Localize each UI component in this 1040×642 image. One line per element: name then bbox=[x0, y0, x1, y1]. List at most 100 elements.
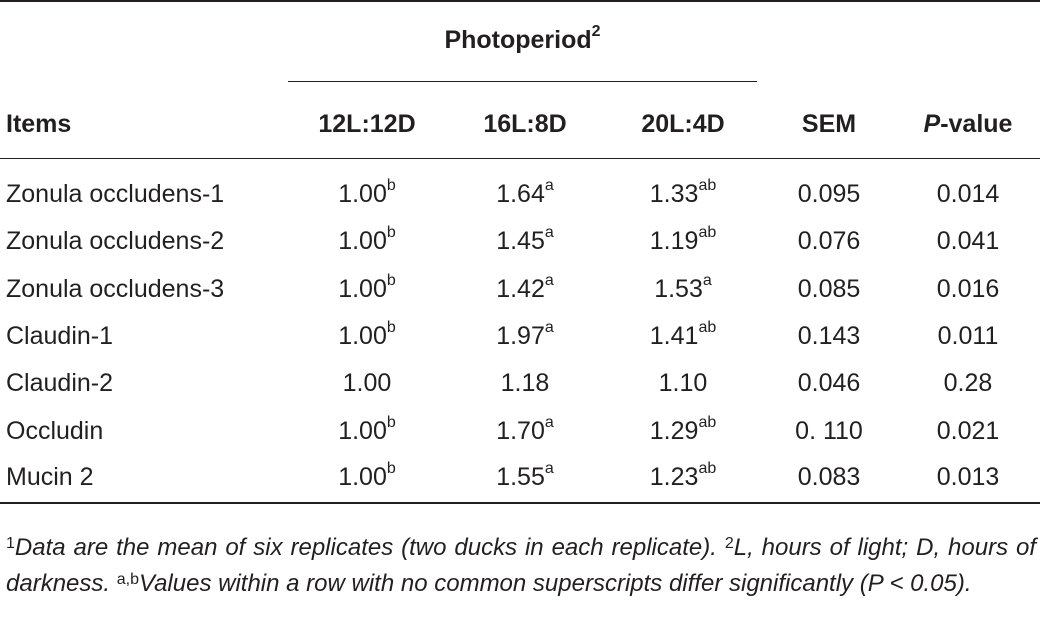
p-italic: P bbox=[923, 110, 941, 138]
cell-p-value: 0.021 bbox=[936, 417, 1000, 445]
cell-20l4d: 1.53a bbox=[604, 272, 762, 304]
cell-superscript: a bbox=[544, 414, 554, 431]
cell-sem: 0.085 bbox=[797, 275, 861, 303]
cell-value: 1.29 bbox=[649, 417, 699, 445]
photoperiod-group-header: Photoperiod2 bbox=[288, 23, 757, 55]
cell-superscript: ab bbox=[698, 224, 717, 241]
cell-superscript: b bbox=[386, 319, 396, 336]
column-header-items: Items bbox=[6, 110, 72, 138]
cell-value: 1.00 bbox=[338, 180, 387, 208]
table-row: Zonula occludens-1 1.00b 1.64a 1.33ab 0.… bbox=[0, 177, 1040, 226]
cell-value: 1.18 bbox=[500, 369, 550, 397]
cell-p-value: 0.013 bbox=[936, 463, 1000, 491]
cell-value: 1.00 bbox=[338, 275, 387, 303]
table-row: Mucin 2 1.00b 1.55a 1.23ab 0.083 0.013 bbox=[0, 460, 1040, 509]
cell-12l12d: 1.00b bbox=[288, 319, 446, 351]
cell-value: 1.10 bbox=[658, 369, 708, 397]
row-label: Zonula occludens-1 bbox=[6, 180, 225, 208]
row-label: Zonula occludens-3 bbox=[6, 275, 225, 303]
cell-value: 1.00 bbox=[338, 463, 387, 491]
cell-superscript: b bbox=[386, 272, 396, 289]
cell-16l8d: 1.64a bbox=[446, 177, 604, 209]
row-label: Occludin bbox=[6, 417, 104, 445]
cell-superscript: a bbox=[544, 272, 554, 289]
cell-16l8d: 1.18 bbox=[446, 369, 604, 398]
table-row: Claudin-1 1.00b 1.97a 1.41ab 0.143 0.011 bbox=[0, 319, 1040, 368]
cell-20l4d: 1.19ab bbox=[604, 224, 762, 256]
cell-p-value: 0.014 bbox=[936, 180, 1000, 208]
cell-16l8d: 1.45a bbox=[446, 224, 604, 256]
cell-value: 1.00 bbox=[338, 322, 387, 350]
table-row: Claudin-2 1.00 1.18 1.10 0.046 0.28 bbox=[0, 369, 1040, 415]
cell-value: 1.00 bbox=[342, 369, 392, 397]
row-label: Claudin-1 bbox=[6, 322, 114, 350]
cell-value: 1.00 bbox=[338, 227, 387, 255]
cell-value: 1.42 bbox=[496, 275, 545, 303]
cell-12l12d: 1.00 bbox=[288, 369, 446, 398]
group-header-rule bbox=[288, 81, 757, 82]
cell-superscript: ab bbox=[698, 460, 717, 477]
table-row: Zonula occludens-3 1.00b 1.42a 1.53a 0.0… bbox=[0, 272, 1040, 321]
table-row: Zonula occludens-2 1.00b 1.45a 1.19ab 0.… bbox=[0, 224, 1040, 273]
cell-sem: 0.143 bbox=[797, 322, 861, 350]
cell-superscript: a bbox=[702, 272, 712, 289]
header-rule bbox=[0, 158, 1040, 159]
footnote-marker-3: a,b bbox=[116, 571, 139, 588]
cell-20l4d: 1.33ab bbox=[604, 177, 762, 209]
table-row: Occludin 1.00b 1.70a 1.29ab 0. 110 0.021 bbox=[0, 414, 1040, 463]
row-label: Mucin 2 bbox=[6, 463, 94, 491]
cell-20l4d: 1.10 bbox=[604, 369, 762, 398]
cell-p-value: 0.011 bbox=[937, 322, 999, 350]
cell-16l8d: 1.70a bbox=[446, 414, 604, 446]
group-header-label: Photoperiod bbox=[444, 26, 592, 54]
cell-20l4d: 1.41ab bbox=[604, 319, 762, 351]
cell-sem: 0. 110 bbox=[795, 417, 863, 445]
cell-superscript: a bbox=[544, 319, 554, 336]
row-label: Claudin-2 bbox=[6, 369, 114, 397]
cell-value: 1.23 bbox=[649, 463, 699, 491]
footnote-marker-2: 2 bbox=[724, 535, 734, 552]
cell-p-value: 0.28 bbox=[943, 369, 993, 397]
cell-p-value: 0.016 bbox=[936, 275, 1000, 303]
cell-p-value: 0.041 bbox=[936, 227, 1000, 255]
cell-value: 1.53 bbox=[654, 275, 703, 303]
cell-16l8d: 1.55a bbox=[446, 460, 604, 492]
cell-20l4d: 1.29ab bbox=[604, 414, 762, 446]
cell-sem: 0.083 bbox=[797, 463, 861, 491]
cell-value: 1.70 bbox=[496, 417, 545, 445]
cell-12l12d: 1.00b bbox=[288, 177, 446, 209]
cell-superscript: a bbox=[544, 224, 554, 241]
row-label: Zonula occludens-2 bbox=[6, 227, 225, 255]
cell-superscript: a bbox=[544, 177, 554, 194]
cell-value: 1.64 bbox=[496, 180, 545, 208]
column-header-16l8d: 16L:8D bbox=[483, 110, 567, 138]
table-top-rule bbox=[0, 0, 1040, 2]
cell-20l4d: 1.23ab bbox=[604, 460, 762, 492]
cell-value: 1.97 bbox=[496, 322, 545, 350]
column-header-sem: SEM bbox=[801, 110, 857, 138]
cell-16l8d: 1.97a bbox=[446, 319, 604, 351]
column-header-p-value: P-value bbox=[896, 110, 1040, 139]
cell-superscript: ab bbox=[698, 414, 717, 431]
cell-superscript: b bbox=[386, 414, 396, 431]
column-header-20l4d: 20L:4D bbox=[641, 110, 725, 138]
cell-12l12d: 1.00b bbox=[288, 460, 446, 492]
cell-value: 1.55 bbox=[496, 463, 545, 491]
footnote-text-2: L, hours of light; D, hours of darkness. bbox=[6, 534, 1036, 597]
cell-superscript: a bbox=[544, 460, 554, 477]
table-footnote: 1Data are the mean of six replicates (tw… bbox=[6, 530, 1036, 602]
cell-value: 1.00 bbox=[338, 417, 387, 445]
cell-superscript: ab bbox=[698, 319, 717, 336]
p-value-suffix: -value bbox=[940, 110, 1013, 138]
cell-value: 1.45 bbox=[496, 227, 545, 255]
column-header-12l12d: 12L:12D bbox=[318, 110, 416, 138]
cell-sem: 0.046 bbox=[797, 369, 861, 397]
cell-sem: 0.095 bbox=[797, 180, 861, 208]
table-bottom-rule bbox=[0, 502, 1040, 504]
group-header-superscript: 2 bbox=[591, 23, 601, 40]
cell-12l12d: 1.00b bbox=[288, 414, 446, 446]
footnote-marker-1: 1 bbox=[6, 535, 15, 552]
cell-value: 1.33 bbox=[649, 180, 699, 208]
cell-12l12d: 1.00b bbox=[288, 272, 446, 304]
cell-sem: 0.076 bbox=[797, 227, 861, 255]
